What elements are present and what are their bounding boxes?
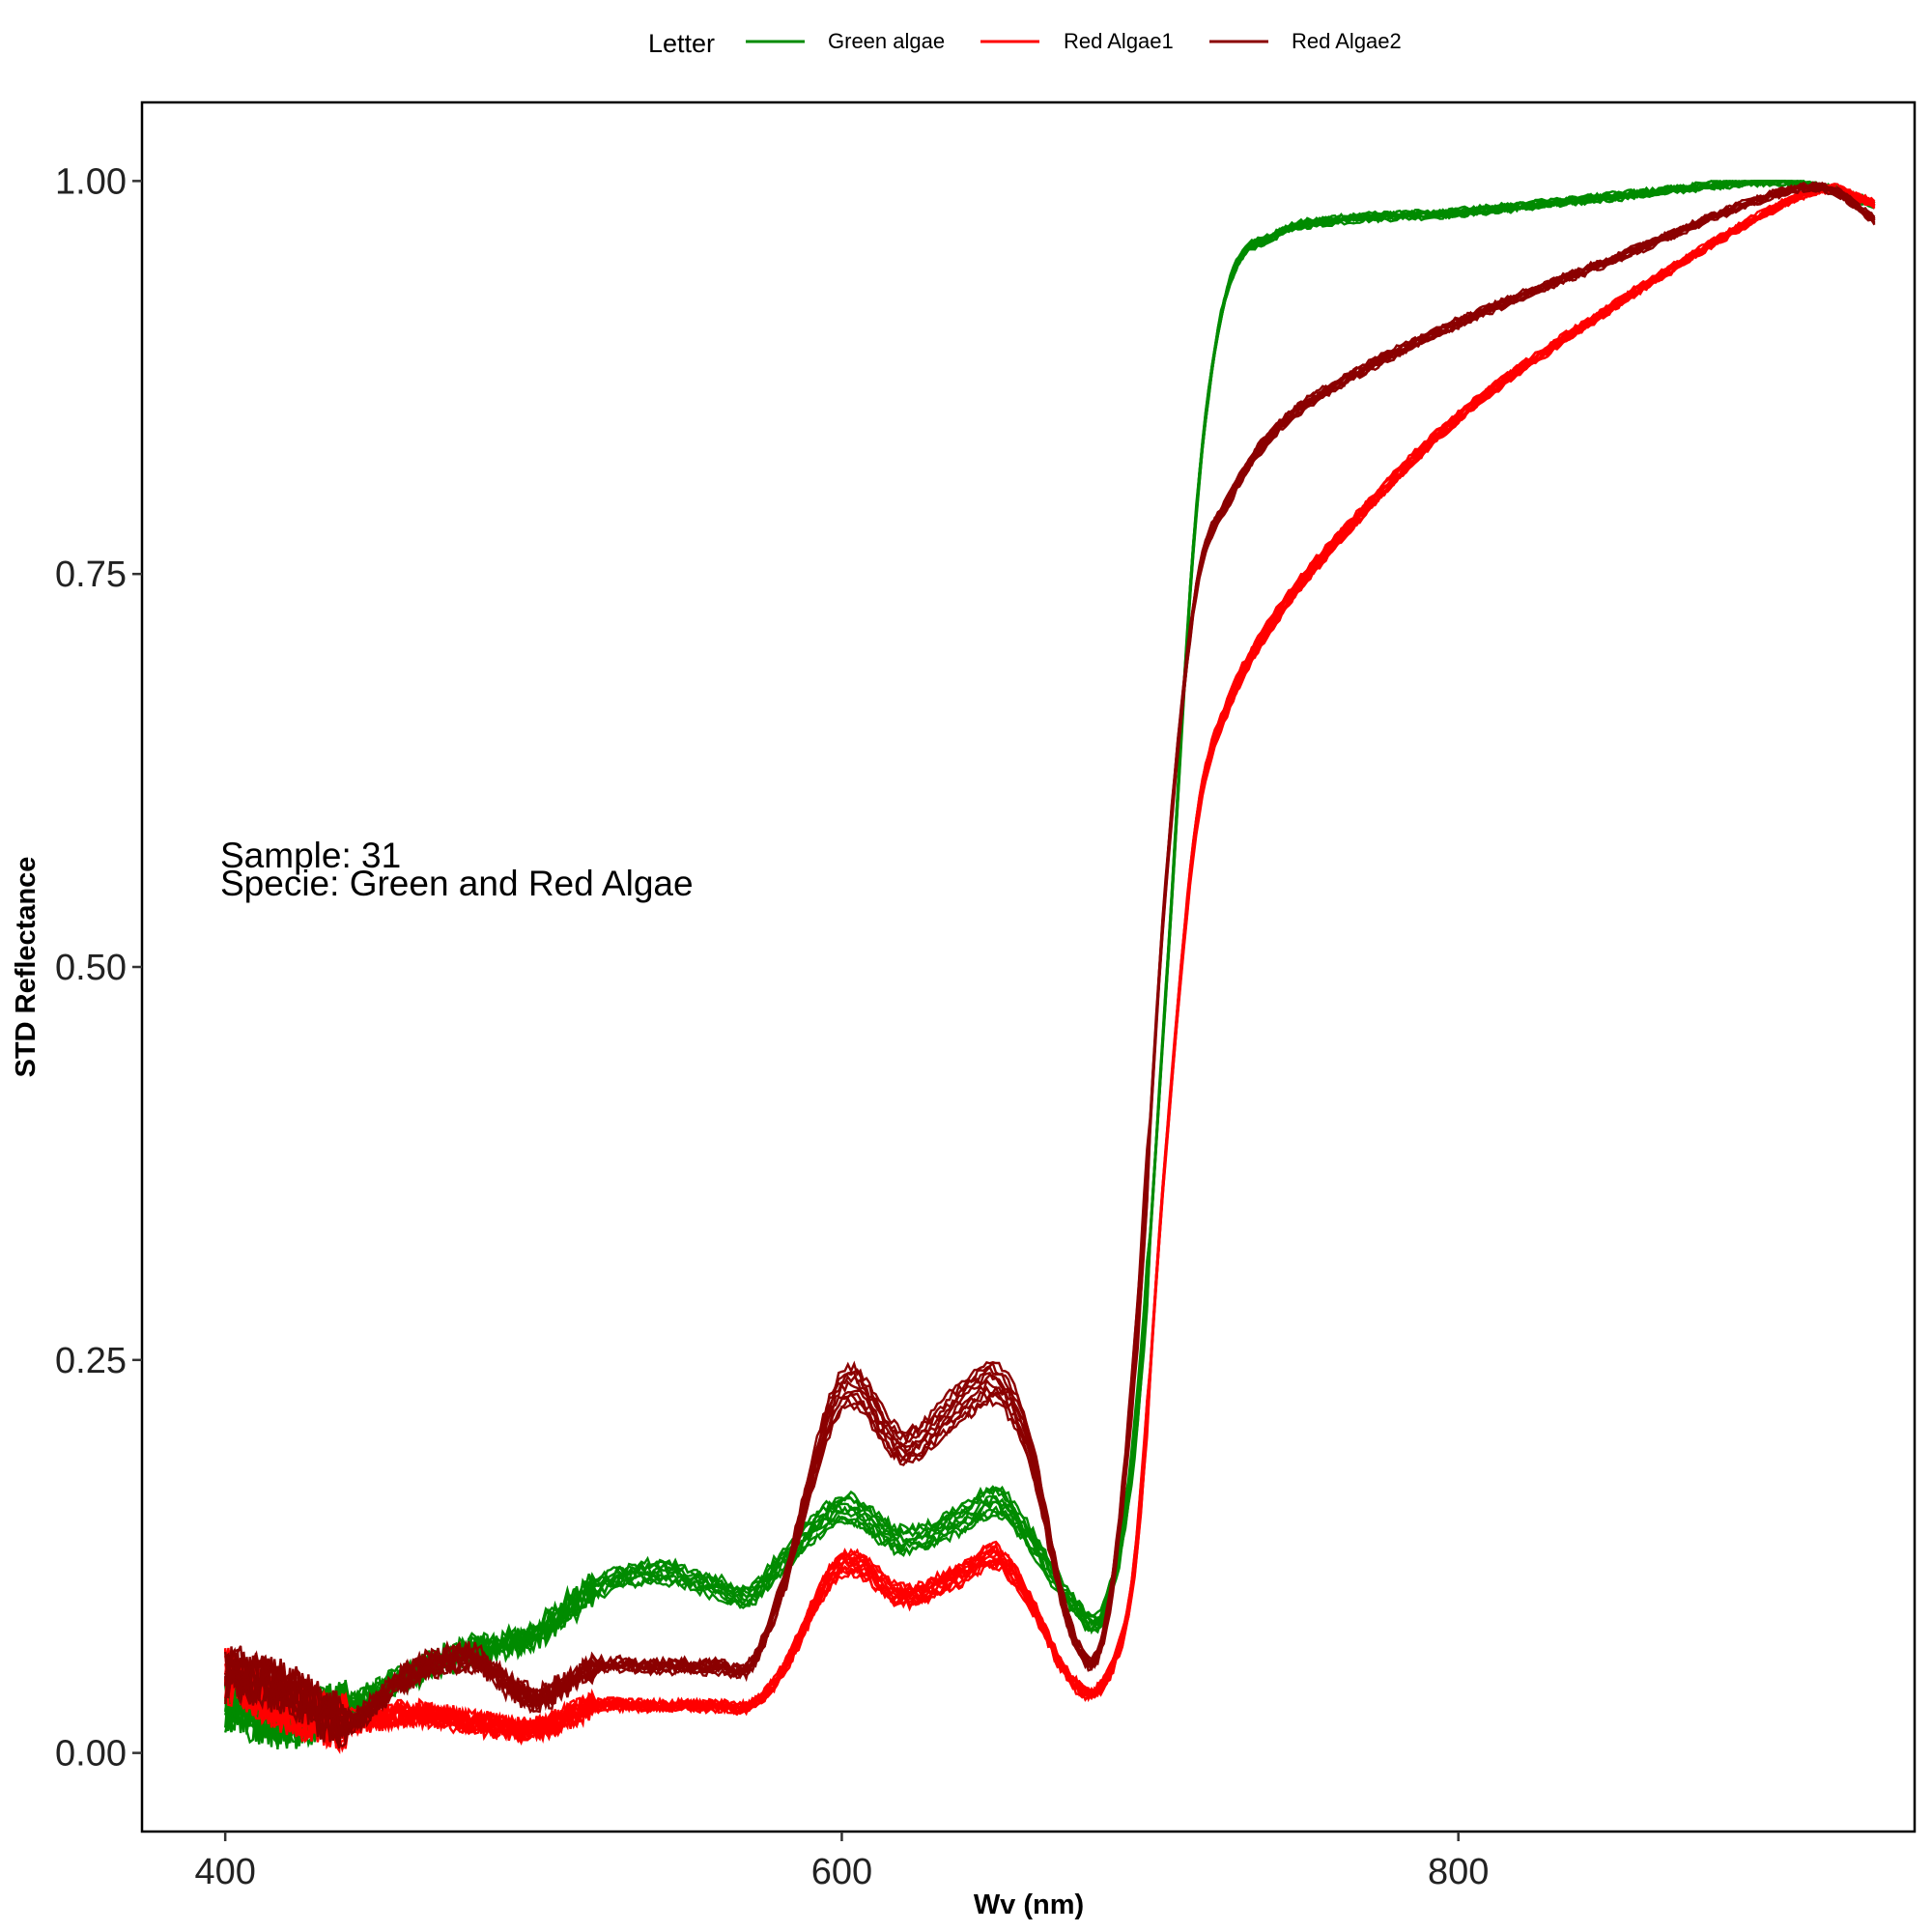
series-red-algae1 [224,183,1876,1754]
x-axis: 400 600 800 [194,1832,1489,1892]
legend-label-red-algae2: Red Algae2 [1292,29,1402,53]
series-line [224,179,1876,1744]
x-tick-label: 600 [811,1852,872,1892]
y-tick-label: 1.00 [55,161,127,202]
legend-title: Letter [648,29,715,58]
series-red-algae2 [224,181,1876,1749]
series-line [224,183,1876,1744]
series-layer [224,179,1876,1754]
y-tick-label: 0.75 [55,554,127,595]
x-tick-label: 400 [194,1852,255,1892]
series-line [224,181,1876,1743]
x-tick-label: 800 [1428,1852,1489,1892]
legend: Letter Green algae Red Algae1 Red Algae2 [648,29,1402,58]
legend-label-red-algae1: Red Algae1 [1064,29,1174,53]
series-green-algae [224,179,1876,1749]
annotation-specie: Specie: Green and Red Algae [220,864,694,903]
x-axis-title: Wv (nm) [974,1889,1084,1920]
y-axis-title: STD Reflectance [11,857,42,1078]
y-tick-label: 0.50 [55,948,127,988]
annotation-sample: Sample: 31 [220,836,401,875]
legend-label-green-algae: Green algae [828,29,945,53]
y-axis: 0.00 0.25 0.50 0.75 1.00 [55,161,142,1775]
y-tick-label: 0.00 [55,1734,127,1775]
annotation-block: Sample: 31 Specie: Green and Red Algae [220,836,694,903]
y-tick-label: 0.25 [55,1341,127,1381]
